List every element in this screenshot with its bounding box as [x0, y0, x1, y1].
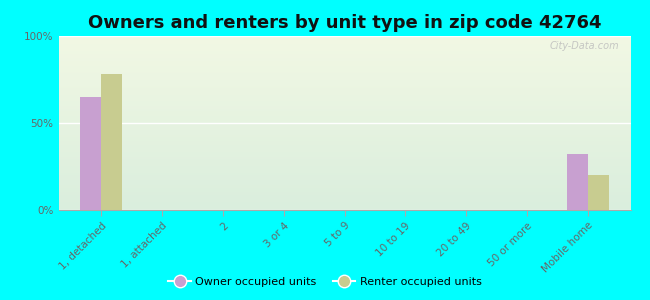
Bar — [101, 74, 122, 210]
Text: City-Data.com: City-Data.com — [549, 41, 619, 51]
Title: Owners and renters by unit type in zip code 42764: Owners and renters by unit type in zip c… — [88, 14, 601, 32]
Legend: Owner occupied units, Renter occupied units: Owner occupied units, Renter occupied un… — [164, 273, 486, 291]
Bar — [80, 97, 101, 210]
Bar — [588, 175, 609, 210]
Bar — [567, 154, 588, 210]
